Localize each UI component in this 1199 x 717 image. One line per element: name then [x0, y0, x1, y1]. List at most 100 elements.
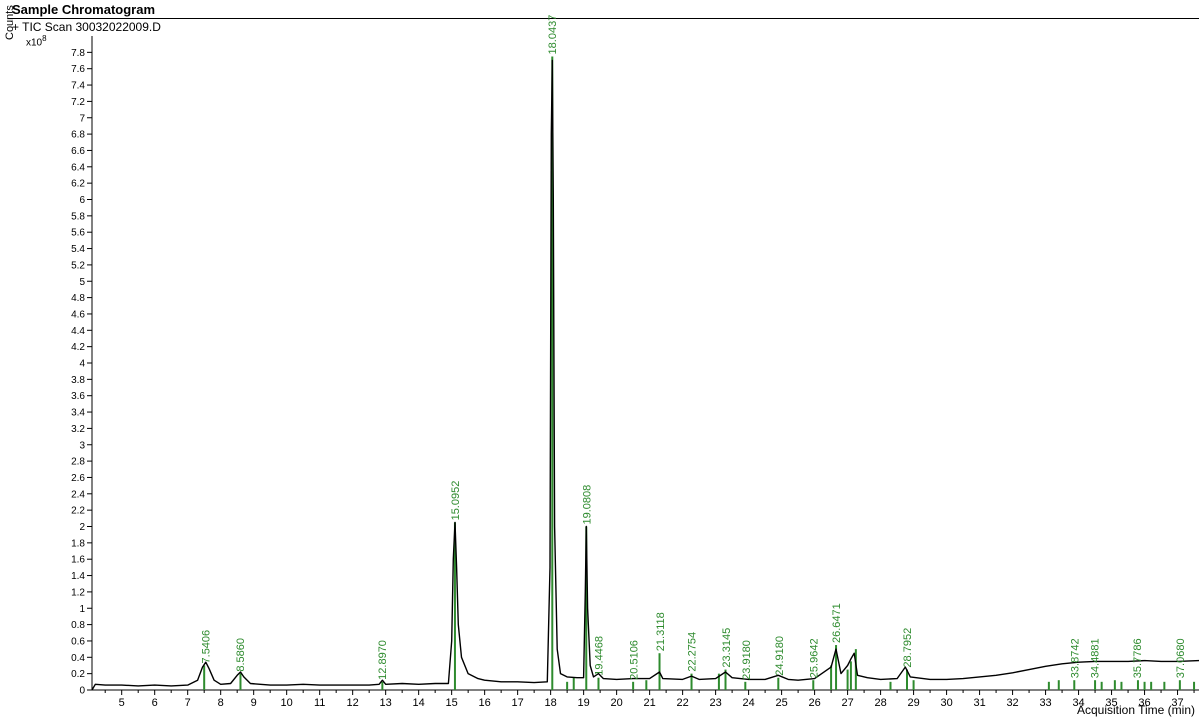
y-tick-label: 3.4	[71, 408, 85, 419]
y-tick-label: 2.2	[71, 506, 85, 517]
x-tick-label: 10	[281, 697, 293, 709]
y-tick-label: 6.6	[71, 146, 85, 157]
y-tick-label: 0	[79, 686, 85, 697]
peak-label: 19.4468	[593, 636, 605, 676]
x-tick-label: 27	[841, 697, 853, 709]
x-tick-label: 8	[218, 697, 224, 709]
y-tick-label: 4.2	[71, 342, 85, 353]
x-tick-label: 18	[545, 697, 557, 709]
y-tick-label: 7.8	[71, 48, 85, 59]
x-tick-label: 30	[940, 697, 952, 709]
y-tick-label: 1	[79, 604, 85, 615]
x-tick-label: 15	[446, 697, 458, 709]
y-tick-label: 5.6	[71, 228, 85, 239]
y-tick-label: 2.8	[71, 457, 85, 468]
peak-label: 25.9642	[808, 638, 820, 678]
x-tick-label: 24	[742, 697, 754, 709]
y-tick-label: 2	[79, 522, 85, 533]
x-tick-label: 35	[1105, 697, 1117, 709]
y-tick-label: 4.8	[71, 293, 85, 304]
y-tick-label: 6	[79, 195, 85, 206]
y-tick-label: 5	[79, 277, 85, 288]
y-tick-label: 0.2	[71, 669, 85, 680]
x-tick-label: 26	[808, 697, 820, 709]
y-tick-label: 3.6	[71, 391, 85, 402]
x-tick-label: 17	[512, 697, 524, 709]
expand-plus-icon[interactable]: +	[12, 20, 20, 34]
x-tick-label: 29	[907, 697, 919, 709]
y-tick-label: 3	[79, 440, 85, 451]
chart-title: Sample Chromatogram	[12, 2, 156, 17]
y-tick-label: 7	[79, 113, 85, 124]
peak-label: 34.4881	[1090, 638, 1102, 678]
trace-name: TIC Scan 30032022009.D	[22, 20, 161, 34]
x-tick-label: 20	[611, 697, 623, 709]
y-tick-label: 3.8	[71, 375, 85, 386]
y-tick-label: 2.4	[71, 489, 85, 500]
peak-label: 35.7786	[1132, 638, 1144, 678]
x-tick-label: 19	[578, 697, 590, 709]
x-tick-label: 11	[314, 697, 325, 709]
y-tick-label: 7.4	[71, 81, 85, 92]
title-divider	[8, 18, 1199, 19]
peak-label: 28.7952	[902, 628, 914, 668]
x-tick-label: 36	[1138, 697, 1150, 709]
peak-label: 23.9180	[741, 640, 753, 680]
y-scale-exponent: 8	[42, 34, 47, 43]
x-tick-label: 12	[347, 697, 359, 709]
y-tick-label: 4.6	[71, 309, 85, 320]
y-tick-label: 0.4	[71, 653, 85, 664]
x-tick-label: 33	[1039, 697, 1051, 709]
x-tick-label: 31	[973, 697, 985, 709]
y-tick-label: 7.2	[71, 97, 85, 108]
y-tick-label: 6.4	[71, 162, 85, 173]
y-tick-label: 6.2	[71, 179, 85, 190]
x-tick-label: 23	[709, 697, 721, 709]
y-tick-label: 1.8	[71, 538, 85, 549]
x-tick-label: 7	[185, 697, 191, 709]
peak-label: 33.8742	[1069, 638, 1081, 678]
peak-label: 18.0437	[547, 15, 559, 55]
y-tick-label: 7.6	[71, 64, 85, 75]
tic-trace-line	[91, 59, 1199, 691]
y-tick-label: 3.2	[71, 424, 85, 435]
y-scale-factor: x108	[26, 34, 47, 48]
peak-label: 37.0680	[1175, 638, 1187, 678]
x-tick-label: 13	[380, 697, 392, 709]
peak-label: 26.6471	[831, 603, 843, 643]
peak-label: 15.0952	[450, 481, 462, 521]
y-tick-label: 4	[79, 359, 85, 370]
x-tick-label: 5	[119, 697, 125, 709]
x-tick-label: 34	[1072, 697, 1084, 709]
y-tick-label: 1.2	[71, 587, 85, 598]
peak-label: 12.8970	[377, 640, 389, 680]
x-tick-label: 9	[251, 697, 257, 709]
peak-label: 20.5106	[628, 640, 640, 680]
x-axis-label: Acquisition Time (min)	[1076, 703, 1195, 717]
x-tick-label: 14	[413, 697, 425, 709]
y-tick-label: 0.6	[71, 636, 85, 647]
x-tick-label: 21	[643, 697, 655, 709]
x-tick-label: 37	[1171, 697, 1183, 709]
y-tick-label: 4.4	[71, 326, 85, 337]
y-tick-label: 1.4	[71, 571, 85, 582]
y-scale-base: x10	[26, 37, 43, 49]
x-tick-label: 22	[676, 697, 688, 709]
peak-label: 19.0808	[581, 485, 593, 525]
x-tick-label: 25	[775, 697, 787, 709]
peak-label: 23.3145	[721, 628, 733, 668]
y-tick-label: 2.6	[71, 473, 85, 484]
peak-label: 8.5860	[235, 638, 247, 672]
peak-label: 22.2754	[687, 632, 699, 672]
y-tick-label: 5.4	[71, 244, 85, 255]
x-tick-label: 16	[479, 697, 491, 709]
x-tick-label: 6	[152, 697, 158, 709]
y-tick-label: 6.8	[71, 130, 85, 141]
y-tick-label: 5.8	[71, 211, 85, 222]
peak-label: 21.3118	[655, 612, 667, 651]
peak-label: 24.9180	[774, 636, 786, 676]
trace-subtitle: + TIC Scan 30032022009.D	[12, 20, 161, 34]
peak-label: 7.5406	[201, 630, 213, 664]
y-tick-label: 5.2	[71, 260, 85, 271]
